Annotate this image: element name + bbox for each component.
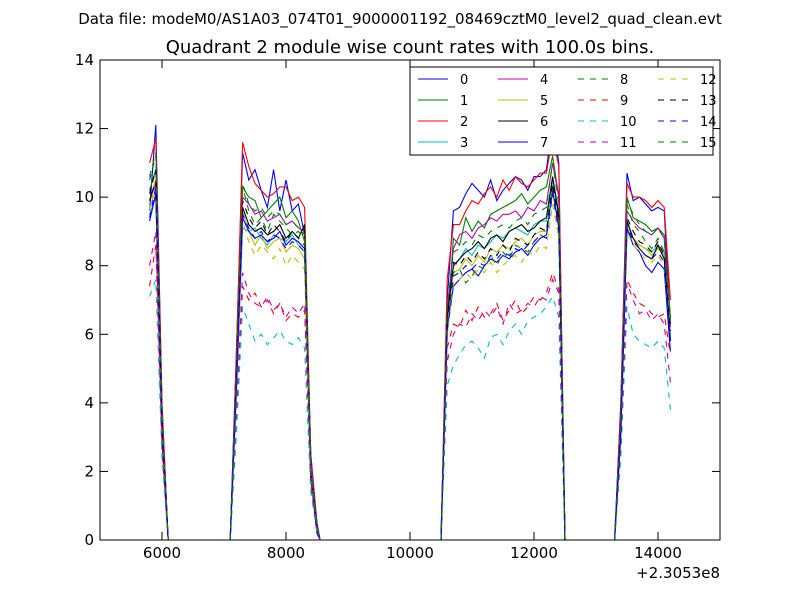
legend-label-15: 15 [700,136,717,151]
series-line-3-segment-3 [614,230,671,541]
legend-label-6: 6 [540,115,548,130]
series-line-12-segment-3 [614,231,671,541]
series-line-8-segment-2 [440,186,569,541]
x-tick-label: 14000 [634,544,682,562]
series-line-11-segment-3 [614,282,671,541]
series-line-10-segment-2 [440,295,569,541]
legend-label-5: 5 [540,94,548,109]
y-tick-label: 2 [84,462,94,480]
series-line-8-segment-1 [229,186,321,541]
y-tick-label: 4 [84,394,94,412]
series-line-12-segment-1 [229,220,321,541]
legend-label-2: 2 [460,115,468,130]
legend-label-1: 1 [460,94,468,109]
chart-title: Quadrant 2 module wise count rates with … [166,37,655,58]
series-line-15-segment-0 [149,152,172,541]
data-file-title: Data file: modeM0/AS1A03_074T01_90000011… [78,10,722,29]
x-tick-label: 6000 [143,544,181,562]
legend-label-4: 4 [540,73,548,88]
series-line-10-segment-3 [614,306,671,541]
series-line-11-segment-2 [440,277,569,541]
series-line-11-segment-1 [229,272,321,541]
legend-label-14: 14 [700,115,717,130]
y-tick-label: 12 [75,120,94,138]
series-line-14-segment-1 [229,214,321,541]
legend-label-11: 11 [620,136,637,151]
series-line-13-segment-0 [149,169,172,541]
y-tick-label: 8 [84,257,94,275]
legend-label-0: 0 [460,73,468,88]
x-tick-label: 8000 [267,544,305,562]
series-line-2-segment-2 [440,135,569,541]
series-line-14-segment-0 [149,186,172,541]
axes-layer: 6000 8000 10000 12000 1400002468101214+2.305… [75,51,721,582]
series-line-15-segment-2 [440,162,569,541]
y-tick-label: 10 [75,188,94,206]
series-line-10-segment-1 [229,306,321,541]
legend-label-8: 8 [620,73,628,88]
series-line-6-segment-2 [440,176,569,541]
series-line-9-segment-2 [440,270,569,541]
x-tick-label: 10000 [386,544,434,562]
legend-box [409,66,714,156]
series-line-1-segment-1 [229,185,321,541]
legend-label-3: 3 [460,136,468,151]
series-layer [149,121,671,541]
series-line-12-segment-2 [440,203,569,541]
x-offset-label: +2.3053e8 [636,564,720,582]
series-line-3-segment-2 [440,179,569,541]
series-line-13-segment-1 [229,200,321,541]
series-line-9-segment-3 [614,279,671,541]
series-line-1-segment-2 [440,155,569,541]
series-line-9-segment-1 [229,286,321,541]
y-tick-label: 0 [84,531,94,549]
y-tick-label: 6 [84,325,94,343]
y-tick-label: 14 [75,51,94,69]
legend-label-9: 9 [620,94,628,109]
series-line-13-segment-2 [440,183,569,541]
series-line-15-segment-3 [614,200,671,541]
series-line-7-segment-1 [229,217,321,541]
legend-label-7: 7 [540,136,548,151]
legend-label-12: 12 [700,73,717,88]
x-tick-label: 12000 [510,544,558,562]
legend-label-10: 10 [620,115,637,130]
legend-label-13: 13 [700,94,717,109]
series-line-15-segment-1 [229,183,321,541]
series-line-14-segment-3 [614,224,671,541]
series-line-5-segment-1 [229,210,321,541]
series-line-14-segment-2 [440,193,569,541]
